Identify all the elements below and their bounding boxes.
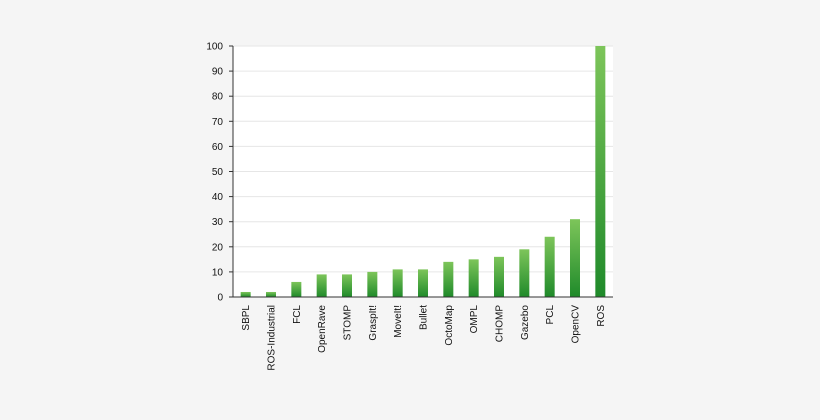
bar-octomap — [443, 261, 454, 297]
bar-stomp — [342, 274, 352, 297]
bars — [240, 46, 606, 297]
x-tick-label: CHOMP — [495, 305, 506, 343]
bar-sbpl — [240, 291, 251, 297]
bar-openrave — [316, 274, 327, 297]
y-tick-label: 10 — [212, 267, 224, 278]
x-tick-label: OctoMap — [444, 305, 455, 346]
y-tick-labels: 0 10 20 30 40 50 60 70 80 90 100 — [206, 42, 223, 304]
x-tick-label: OpenCV — [571, 305, 582, 344]
bar-graspit — [367, 271, 378, 297]
x-tick-label: STOMP — [343, 305, 354, 341]
bar-opencv — [570, 219, 580, 297]
x-tick-label: ROS — [596, 305, 607, 327]
x-tick-label: OMPL — [469, 305, 480, 334]
x-tick-label: FCL — [292, 305, 303, 324]
y-tick-label: 0 — [217, 293, 223, 304]
x-tick-label: GraspIt! — [368, 305, 379, 341]
bar-ros — [595, 46, 606, 297]
bar-ompl — [468, 259, 479, 297]
axes — [232, 46, 613, 298]
y-tick-label: 30 — [212, 217, 224, 228]
y-tick-label: 20 — [212, 242, 224, 253]
bar-pcl — [544, 236, 555, 297]
y-tick-label: 100 — [206, 42, 223, 53]
x-tick-label: ROS-Industrial — [267, 305, 278, 371]
x-tick-label: PCL — [545, 305, 556, 325]
x-tick-label: OpenRave — [317, 305, 328, 353]
bar-moveit — [392, 269, 403, 297]
x-tick-labels: SBPL ROS-Industrial FCL OpenRave STOMP GraspI… — [241, 305, 607, 371]
bar-fcl — [291, 281, 302, 297]
y-tick-label: 60 — [212, 142, 224, 153]
y-tick-label: 40 — [212, 192, 224, 203]
x-tick-label: Bullet — [419, 305, 430, 330]
y-tick-label: 90 — [212, 67, 224, 78]
bar-gazebo — [519, 249, 530, 297]
bar-chomp — [494, 256, 504, 297]
y-tick-label: 80 — [212, 92, 224, 103]
x-tick-label: MoveIt! — [393, 305, 404, 338]
bar-bullet — [418, 269, 428, 297]
x-tick-label: Gazebo — [520, 305, 531, 340]
x-tick-label: SBPL — [241, 305, 252, 331]
y-tick-label: 50 — [212, 167, 224, 178]
bar-ros-industrial — [266, 291, 276, 297]
y-tick-label: 70 — [212, 117, 224, 128]
